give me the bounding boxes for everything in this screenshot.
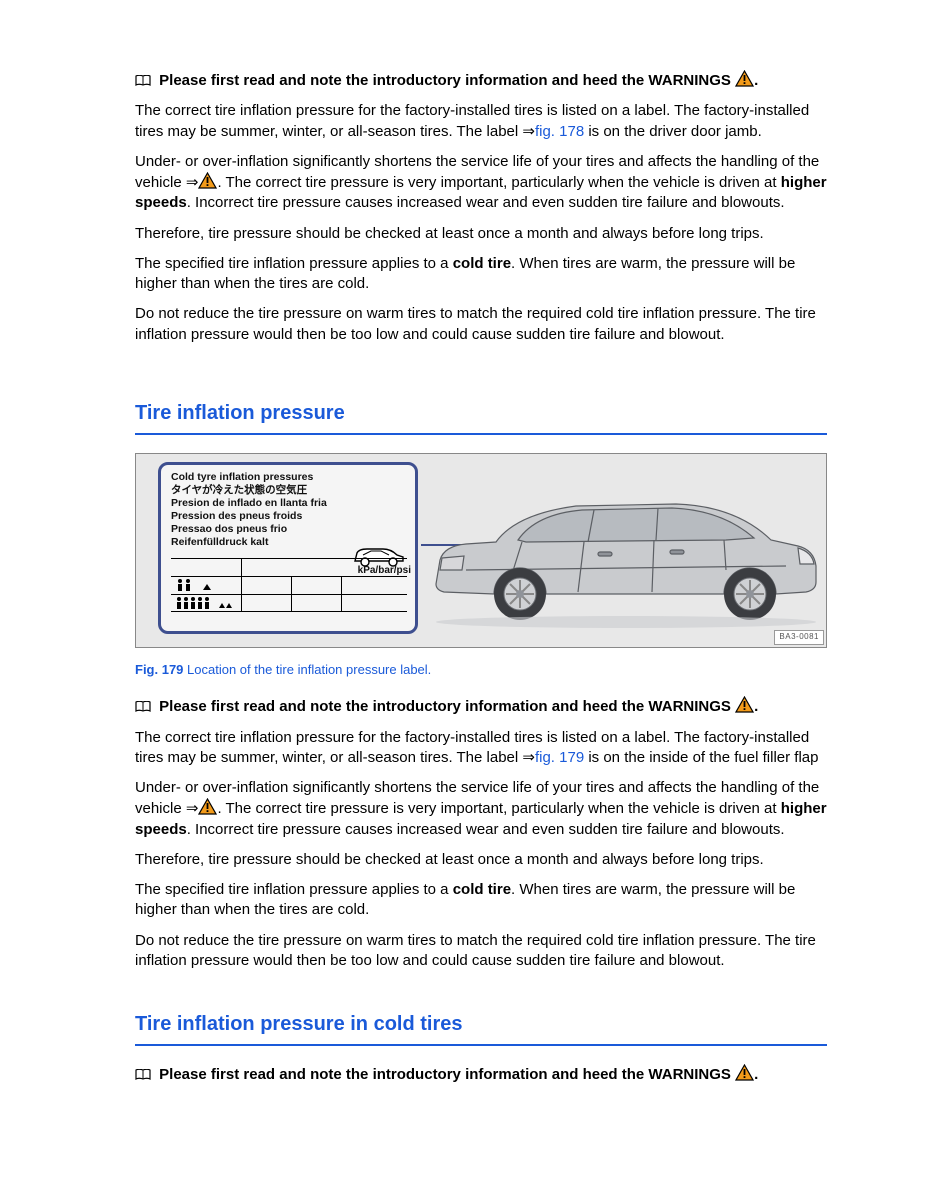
intro-text: Please first read and note the introduct… (159, 72, 731, 89)
warning-icon (735, 1064, 754, 1081)
figure-desc: Location of the tire inflation pressure … (183, 662, 431, 677)
warning-line-1: Please first read and note the introduct… (135, 70, 827, 91)
s2-p4a: The specified tire inflation pressure ap… (135, 881, 453, 898)
plate-line-3: Pression des pneus froids (171, 510, 407, 522)
heading-rule-2 (135, 1044, 827, 1046)
plate-line-2: Presion de inflado en llanta fria (171, 497, 407, 509)
s1-p2: Under- or over-inflation significantly s… (135, 152, 827, 214)
warning-icon (198, 172, 217, 189)
book-icon (135, 701, 151, 712)
plate-row2-people (175, 596, 239, 614)
intro-period: . (754, 72, 758, 89)
s2-p4: The specified tire inflation pressure ap… (135, 880, 827, 921)
s1-p4a: The specified tire inflation pressure ap… (135, 255, 453, 272)
figure-number: Fig. 179 (135, 662, 183, 677)
fig-178-link[interactable]: fig. 178 (535, 123, 584, 140)
intro-period-3: . (754, 1066, 758, 1083)
figure-image-code: BA3-0081 (774, 630, 824, 645)
book-icon (135, 75, 151, 86)
heading-rule (135, 433, 827, 435)
intro-text-2: Please first read and note the introduct… (159, 698, 731, 715)
s2-p1b: is on the inside of the fuel filler flap (584, 749, 818, 766)
plate-table (171, 558, 407, 612)
page: Please first read and note the introduct… (0, 0, 927, 1200)
plate-line-4: Pressao dos pneus frio (171, 523, 407, 535)
s2-p2b: . The correct tire pressure is very impo… (217, 800, 780, 817)
warning-line-2: Please first read and note the introduct… (135, 696, 827, 717)
warning-icon (735, 70, 754, 87)
s1-p1b: is on the driver door jamb. (584, 123, 762, 140)
s2-p2: Under- or over-inflation significantly s… (135, 778, 827, 840)
car-illustration (426, 474, 821, 634)
s2-p3: Therefore, tire pressure should be check… (135, 850, 827, 870)
intro-period-2: . (754, 698, 758, 715)
s2-p2c: . Incorrect tire pressure causes increas… (187, 821, 785, 838)
plate-line-0: Cold tyre inflation pressures (171, 471, 407, 483)
intro-text-3: Please first read and note the introduct… (159, 1066, 731, 1083)
s2-p5: Do not reduce the tire pressure on warm … (135, 931, 827, 972)
heading-tire-inflation: Tire inflation pressure (135, 400, 827, 427)
figure-caption: Fig. 179 Location of the tire inflation … (135, 661, 827, 679)
figure-179: Cold tyre inflation pressures タイヤが冷えた状態の… (135, 453, 827, 648)
s1-p5: Do not reduce the tire pressure on warm … (135, 304, 827, 345)
book-icon (135, 1069, 151, 1080)
plate-row1-people (175, 578, 235, 596)
s1-p4: The specified tire inflation pressure ap… (135, 254, 827, 295)
warning-icon (735, 696, 754, 713)
s1-p4-bold: cold tire (453, 255, 511, 272)
pressure-label-plate: Cold tyre inflation pressures タイヤが冷えた状態の… (158, 462, 418, 634)
warning-line-3: Please first read and note the introduct… (135, 1064, 827, 1085)
s2-p1: The correct tire inflation pressure for … (135, 728, 827, 769)
heading-cold-tires: Tire inflation pressure in cold tires (135, 1011, 827, 1038)
fig-179-link[interactable]: fig. 179 (535, 749, 584, 766)
warning-icon (198, 798, 217, 815)
s1-p2c: . Incorrect tire pressure causes increas… (187, 194, 785, 211)
s2-p4-bold: cold tire (453, 881, 511, 898)
s1-p2b: . The correct tire pressure is very impo… (217, 174, 780, 191)
plate-line-1: タイヤが冷えた状態の空気圧 (171, 484, 407, 496)
s1-p3: Therefore, tire pressure should be check… (135, 224, 827, 244)
s1-p1: The correct tire inflation pressure for … (135, 101, 827, 142)
